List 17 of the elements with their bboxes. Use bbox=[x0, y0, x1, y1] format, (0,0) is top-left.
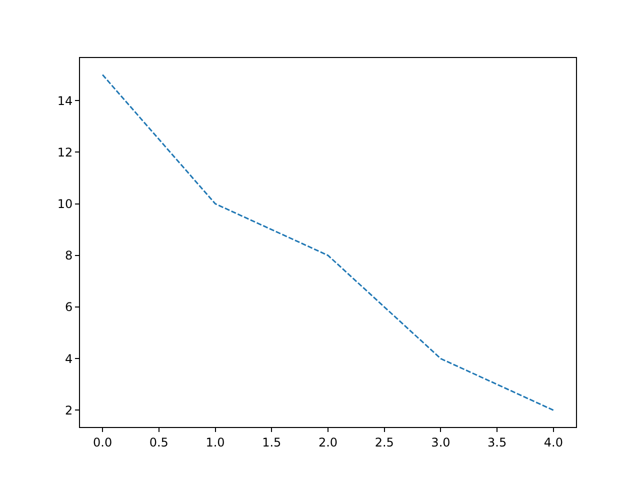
y-tick-label: 10 bbox=[57, 196, 73, 211]
x-tick-label: 2.0 bbox=[318, 435, 338, 450]
x-tick-label: 3.5 bbox=[488, 435, 507, 450]
x-tick-label: 4.0 bbox=[544, 435, 563, 450]
y-tick-label: 4 bbox=[64, 352, 73, 366]
x-tick-label: 3.0 bbox=[431, 435, 450, 450]
x-tick-label: 0.5 bbox=[149, 435, 168, 450]
x-tick-label: 1.5 bbox=[262, 435, 282, 450]
y-tick-label: 8 bbox=[64, 248, 73, 263]
y-tick-label: 2 bbox=[64, 403, 73, 418]
y-tick-label: 14 bbox=[57, 94, 73, 108]
y-tick-label: 6 bbox=[64, 300, 73, 314]
x-tick-label: 1.0 bbox=[206, 435, 225, 450]
x-tick-label: 0.0 bbox=[93, 435, 112, 450]
x-tick-label: 2.5 bbox=[374, 435, 394, 450]
y-tick-label: 12 bbox=[57, 145, 73, 160]
line-series bbox=[102, 74, 554, 411]
